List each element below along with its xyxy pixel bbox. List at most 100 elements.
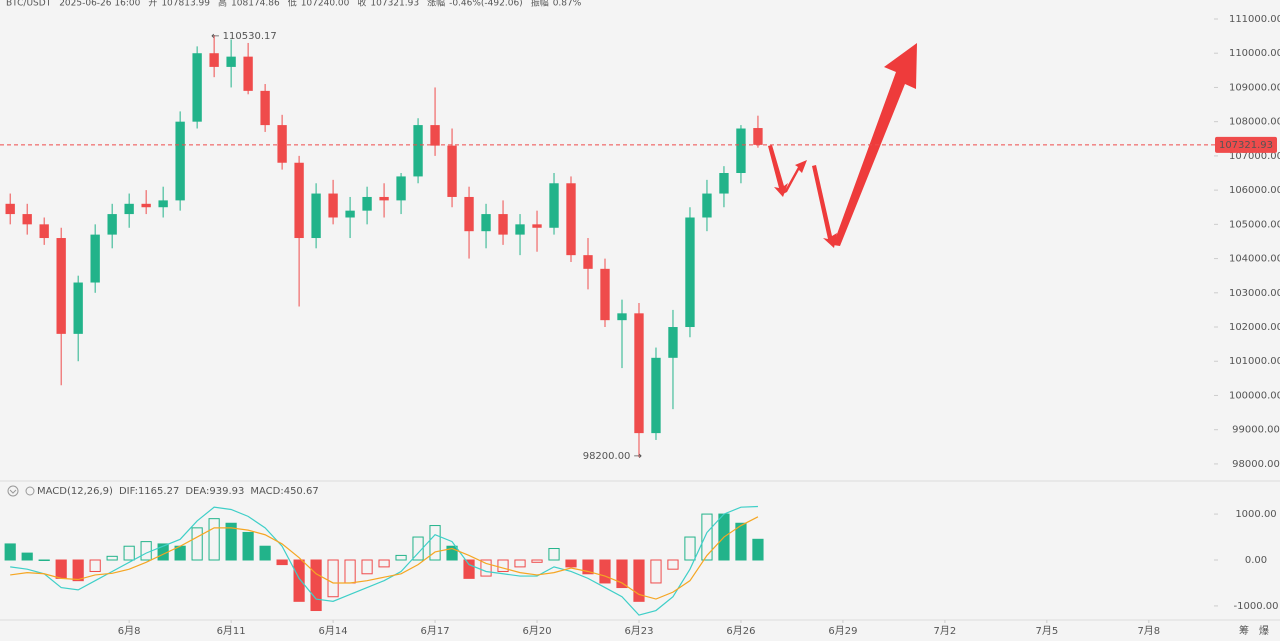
footer-icon[interactable]: 爆 xyxy=(1259,625,1269,637)
legend-entry: DIF:1165.27 xyxy=(119,486,179,497)
x-tick-label: 6月11 xyxy=(217,625,246,637)
macd-bar xyxy=(650,559,662,584)
candle-body xyxy=(702,193,712,218)
candle-body xyxy=(260,90,270,126)
candle-body xyxy=(481,214,491,232)
candle-body xyxy=(294,162,304,239)
y-tick-label: 101000.00 xyxy=(1229,356,1280,367)
macd-bar xyxy=(548,548,560,561)
candle-body xyxy=(311,193,321,239)
macd-line xyxy=(10,505,758,616)
macd-bar xyxy=(514,559,526,568)
macd-bar xyxy=(72,559,84,582)
header-item: 108174.86 xyxy=(231,0,280,9)
y-tick-label: 108000.00 xyxy=(1229,117,1280,128)
header-item: 振幅 xyxy=(531,0,549,9)
collapse-chevron xyxy=(9,489,17,494)
x-tick-label: 6月20 xyxy=(522,625,551,637)
macd-bar xyxy=(599,559,611,584)
y-tick-label: 102000.00 xyxy=(1229,322,1280,333)
macd-bar xyxy=(667,559,679,570)
macd-bar xyxy=(633,559,645,602)
y-tick-label: 1000.00 xyxy=(1235,509,1276,520)
candle-body xyxy=(73,282,83,334)
low-label: 98200.00 → xyxy=(583,451,642,462)
y-tick-label: 111000.00 xyxy=(1229,14,1280,25)
candle-body xyxy=(634,313,644,434)
header-item: 2025-06-26 16:00 xyxy=(59,0,140,9)
footer-icon[interactable]: 筹 xyxy=(1239,624,1249,637)
y-tick-label: 110000.00 xyxy=(1229,48,1280,59)
macd-bar xyxy=(582,559,594,575)
macd-legend: MACD(12,26,9) DIF:1165.27 DEA:939.93 MACD:4… xyxy=(7,485,319,497)
candle-body xyxy=(158,200,168,208)
y-tick-label: 100000.00 xyxy=(1229,390,1280,401)
x-tick-label: 7月5 xyxy=(1035,625,1058,637)
y-tick-label: 106000.00 xyxy=(1229,185,1280,196)
candle-body xyxy=(583,255,593,269)
candle-body xyxy=(328,193,338,218)
macd-bar xyxy=(446,545,458,561)
candle-body xyxy=(464,196,474,232)
x-tick-label: 6月14 xyxy=(319,625,348,637)
macd-bar xyxy=(701,513,713,561)
y-tick-label: -1000.00 xyxy=(1234,601,1279,612)
header-item: 涨幅 xyxy=(427,0,445,9)
alert-icon[interactable] xyxy=(25,486,35,496)
candle-body xyxy=(345,210,355,218)
macd-bar xyxy=(344,559,356,584)
candle-body xyxy=(5,203,15,215)
last-price-label: 107321.93 xyxy=(1219,140,1273,151)
candle-body xyxy=(56,238,66,334)
macd-bar xyxy=(89,559,101,572)
macd-bar xyxy=(531,559,543,563)
candle-body xyxy=(192,53,202,122)
last-price-tag xyxy=(1215,136,1277,153)
macd-bar xyxy=(123,545,135,561)
candle-body xyxy=(685,217,695,328)
macd-bar xyxy=(327,559,339,598)
candle-body xyxy=(430,125,440,146)
candle-body xyxy=(532,224,542,228)
macd-bar xyxy=(55,559,67,579)
candle-body xyxy=(22,214,32,225)
macd-bar xyxy=(735,522,747,561)
candle-body xyxy=(515,224,525,235)
candle-body xyxy=(413,125,423,177)
macd-bar xyxy=(361,559,373,575)
macd-bar xyxy=(565,559,577,568)
x-tick-label: 6月29 xyxy=(828,625,857,637)
arrow-up-small xyxy=(783,160,807,194)
x-tick-label: 7月8 xyxy=(1137,625,1160,637)
macd-bar xyxy=(395,554,407,561)
macd-title: MACD(12,26,9) xyxy=(37,486,113,497)
macd-bar xyxy=(480,559,492,577)
macd-bar xyxy=(463,559,475,579)
header-item: 高 xyxy=(218,0,227,9)
macd-bar xyxy=(4,543,16,561)
y-tick-label: 104000.00 xyxy=(1229,254,1280,265)
high-label: ← 110530.17 xyxy=(211,31,277,42)
candle-body xyxy=(226,56,236,67)
macd-bar xyxy=(225,522,237,561)
macd-bar xyxy=(38,559,50,561)
macd-bar xyxy=(208,518,220,561)
header-item: 107813.99 xyxy=(161,0,210,9)
macd-bar xyxy=(310,559,322,612)
header-item: 收 xyxy=(357,0,366,9)
header-item: -0.46%(-492.06) xyxy=(449,0,523,9)
candle-body xyxy=(124,203,134,215)
legend-entry: DEA:939.93 xyxy=(185,486,244,497)
collapse-icon[interactable] xyxy=(7,485,19,497)
header-item: 107321.93 xyxy=(370,0,419,9)
y-tick-label: 105000.00 xyxy=(1229,219,1280,230)
candle-body xyxy=(243,56,253,91)
y-tick-label: 99000.00 xyxy=(1232,425,1280,436)
candle-body xyxy=(277,125,287,163)
candle-body xyxy=(396,176,406,201)
macd-bar xyxy=(242,531,254,561)
legend-entry: MACD:450.67 xyxy=(250,486,318,497)
candle-body xyxy=(90,234,100,283)
